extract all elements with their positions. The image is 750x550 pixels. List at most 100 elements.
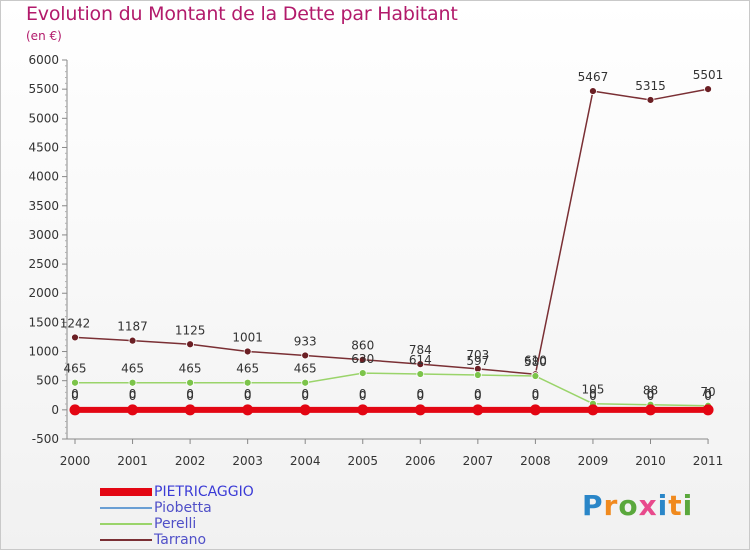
- data-point: [645, 404, 656, 416]
- y-tick-label: 6000: [28, 53, 59, 67]
- data-point: [472, 404, 484, 416]
- data-label: 0: [589, 387, 597, 401]
- data-point: [127, 404, 139, 416]
- x-tick-label: 2011: [693, 454, 724, 468]
- data-point: [416, 370, 425, 378]
- x-tick-label: 2008: [520, 454, 551, 468]
- x-tick-label: 2004: [290, 454, 321, 468]
- data-label: 465: [236, 362, 259, 376]
- proxiti-logo: Proxiti: [582, 489, 693, 522]
- data-label: 860: [351, 339, 374, 353]
- x-tick-label: 2005: [347, 454, 378, 468]
- data-point: [473, 371, 482, 379]
- data-label: 70: [700, 385, 715, 399]
- y-tick-label: 3500: [28, 199, 59, 213]
- legend-label: Tarrano: [154, 532, 207, 548]
- chart-subtitle: (en €): [26, 29, 62, 43]
- x-tick-label: 2000: [60, 454, 91, 468]
- data-point: [299, 404, 311, 416]
- chart-title: Evolution du Montant de la Dette par Hab…: [26, 3, 458, 25]
- data-point: [69, 404, 81, 416]
- data-label: 88: [643, 384, 658, 398]
- data-point: [128, 336, 137, 345]
- x-tick-label: 2003: [232, 454, 263, 468]
- data-point: [243, 347, 252, 356]
- data-point: [186, 378, 195, 387]
- data-label: 0: [359, 389, 367, 403]
- data-label: 0: [186, 387, 194, 401]
- data-label: 0: [71, 387, 79, 401]
- data-label: 1242: [60, 316, 91, 330]
- series-perelli: [71, 369, 712, 410]
- data-label: 0: [532, 389, 540, 403]
- legend-swatch: [100, 507, 152, 509]
- data-label: 580: [524, 355, 547, 369]
- logo-letter: r: [603, 489, 619, 522]
- data-label: 0: [129, 389, 137, 403]
- data-point: [704, 85, 712, 93]
- data-point: [414, 404, 426, 416]
- series-line-tarrano: [74, 88, 709, 376]
- y-tick-label: 500: [36, 374, 59, 388]
- data-label: 0: [186, 389, 194, 403]
- y-tick-label: 2500: [28, 257, 59, 271]
- data-point: [128, 378, 137, 387]
- data-label: 0: [359, 387, 367, 401]
- series-pietricaggio: [69, 404, 714, 416]
- y-tick-label: 5000: [28, 111, 59, 125]
- logo-letter: t: [668, 489, 683, 522]
- x-tick-label: 2001: [117, 454, 148, 468]
- data-point: [71, 378, 79, 387]
- data-point: [301, 378, 310, 387]
- data-label: 933: [294, 334, 317, 348]
- data-label: 465: [294, 362, 317, 376]
- y-tick-label: 5500: [28, 82, 59, 96]
- logo-letter: i: [657, 489, 669, 522]
- data-label: 0: [474, 389, 482, 403]
- legend-label: Perelli: [154, 516, 197, 532]
- data-label: 0: [532, 387, 540, 401]
- legend-swatch: [100, 488, 152, 496]
- data-label: 0: [704, 389, 712, 403]
- series-tarrano: [71, 85, 712, 379]
- data-label: 703: [466, 348, 489, 362]
- legend-swatch: [100, 523, 152, 525]
- data-label: 1125: [175, 323, 206, 337]
- data-label: 0: [647, 389, 655, 403]
- data-label: 0: [647, 387, 655, 401]
- x-tick-label: 2007: [463, 454, 494, 468]
- legend-swatch: [100, 539, 152, 541]
- data-label: 0: [71, 389, 79, 403]
- data-label: 0: [301, 389, 309, 403]
- data-label: 0: [301, 387, 309, 401]
- data-label: 0: [244, 389, 252, 403]
- data-label: 105: [581, 383, 604, 397]
- data-label: 465: [179, 362, 202, 376]
- data-label: 0: [474, 387, 482, 401]
- data-point: [184, 404, 196, 416]
- data-label: 784: [409, 343, 432, 357]
- y-tick-label: 2000: [28, 286, 59, 300]
- y-tick-label: 1000: [28, 345, 59, 359]
- data-label: 0: [244, 387, 252, 401]
- data-point: [587, 404, 599, 416]
- series-line-perelli: [75, 372, 709, 407]
- data-point: [358, 355, 367, 364]
- data-point: [71, 333, 79, 342]
- data-label: 1187: [117, 320, 148, 334]
- y-tick-label: 4000: [28, 170, 59, 184]
- data-label: 465: [121, 362, 144, 376]
- logo-letter: P: [582, 489, 604, 522]
- axes: -500 0 500 1000 1500 2000 2500 3000 3500 4000 4500…: [28, 53, 723, 468]
- data-point: [531, 372, 540, 380]
- data-point: [646, 96, 655, 104]
- data-label: 5501: [693, 68, 724, 82]
- x-tick-label: 2010: [635, 454, 666, 468]
- legend-label: PIETRICAGGIO: [154, 484, 254, 500]
- data-point: [529, 404, 541, 416]
- data-label: 5315: [635, 79, 666, 93]
- data-label: 465: [64, 362, 87, 376]
